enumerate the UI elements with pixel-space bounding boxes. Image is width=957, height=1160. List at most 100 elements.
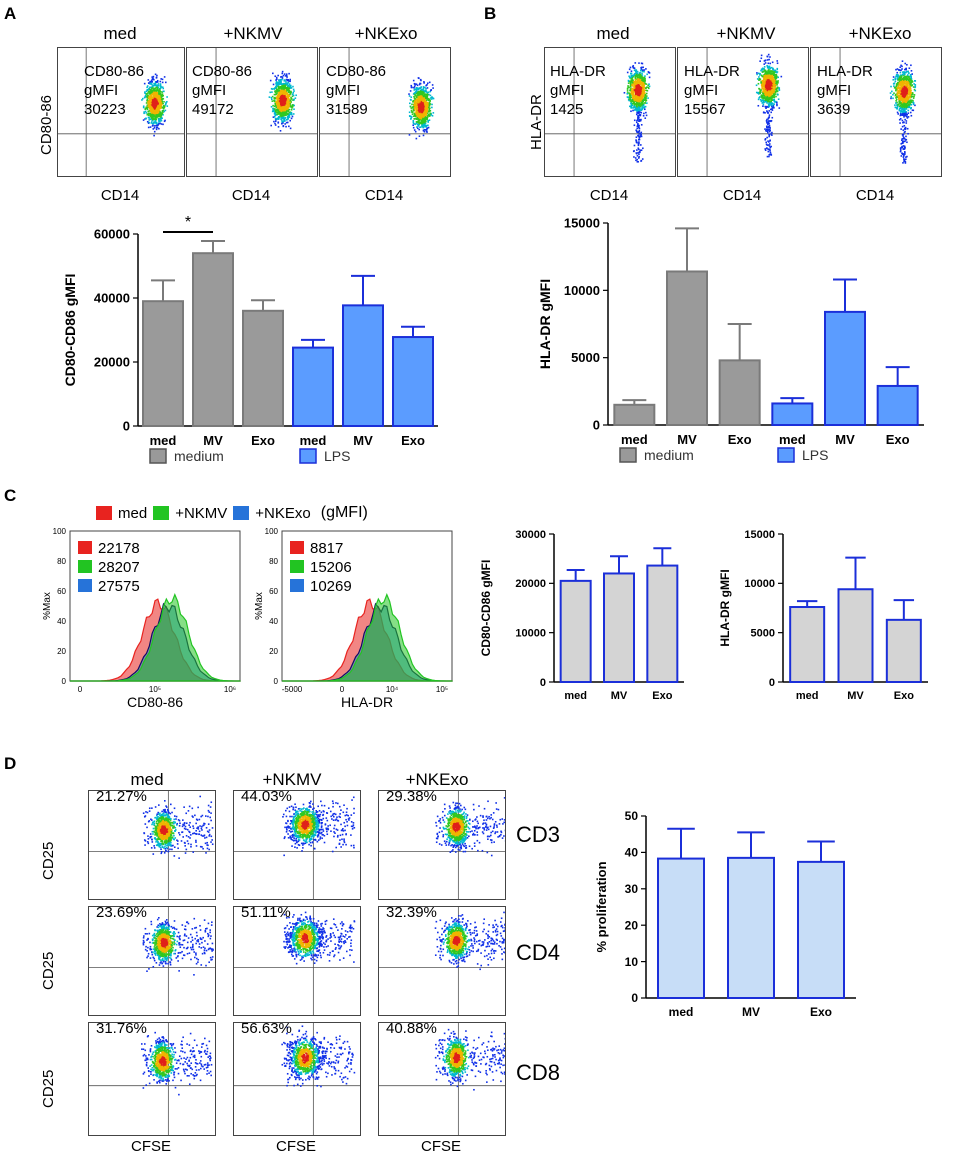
event-dot	[290, 101, 292, 103]
event-dot	[764, 148, 767, 150]
event-dot	[277, 90, 280, 92]
event-dot	[412, 93, 415, 95]
event-dot	[426, 91, 428, 94]
event-dot	[154, 119, 156, 122]
event-dot	[155, 81, 158, 83]
event-dot	[274, 108, 276, 111]
event-dot	[424, 99, 426, 101]
event-dot	[638, 104, 640, 107]
event-dot	[773, 96, 775, 98]
event-dot	[285, 98, 287, 101]
event-dot	[150, 106, 152, 109]
event-dot	[148, 101, 151, 104]
event-dot	[282, 94, 285, 97]
event-dot	[146, 113, 149, 116]
event-dot	[632, 91, 635, 94]
event-dot	[146, 85, 149, 87]
event-dot	[281, 91, 284, 93]
event-dot	[146, 106, 149, 108]
event-dot	[645, 111, 647, 114]
event-dot	[637, 85, 640, 87]
event-dot	[280, 78, 283, 81]
event-dot	[150, 115, 152, 118]
event-dot	[642, 66, 644, 69]
event-dot	[636, 110, 639, 112]
event-dot	[282, 74, 285, 77]
event-dot	[289, 92, 292, 95]
event-dot	[776, 89, 778, 91]
event-dot	[415, 110, 418, 113]
event-dot	[771, 70, 773, 73]
event-dot	[422, 87, 425, 90]
event-dot	[642, 100, 645, 103]
event-dot	[278, 98, 280, 101]
event-dot	[270, 105, 273, 108]
event-dot	[422, 115, 425, 118]
event-dot	[277, 81, 280, 84]
event-dot	[283, 111, 286, 113]
event-dot	[772, 89, 775, 92]
event-dot	[421, 94, 424, 97]
event-dot	[419, 109, 422, 112]
event-dot	[635, 106, 637, 109]
event-dot	[769, 91, 772, 94]
event-dot	[426, 105, 429, 108]
event-dot	[761, 84, 764, 87]
event-dot	[159, 80, 162, 83]
event-dot	[640, 135, 643, 138]
event-dot	[159, 92, 162, 95]
event-dot	[147, 101, 149, 104]
event-dot	[757, 82, 760, 85]
event-dot	[284, 84, 287, 87]
event-dot	[770, 145, 772, 148]
event-dot	[767, 148, 770, 151]
event-dot	[643, 86, 646, 89]
event-dot	[425, 106, 427, 109]
event-dot	[291, 95, 294, 98]
event-dot	[151, 83, 153, 86]
event-dot	[288, 72, 290, 75]
event-dot	[277, 116, 280, 119]
dot-plot-canvas	[545, 48, 675, 176]
event-dot	[630, 77, 632, 80]
event-dot	[765, 141, 768, 144]
event-dot	[278, 80, 281, 83]
event-dot	[414, 92, 417, 94]
event-dot	[773, 69, 775, 72]
event-dot	[274, 124, 277, 126]
event-dot	[636, 97, 638, 100]
event-dot	[275, 98, 278, 100]
event-dot	[276, 88, 279, 91]
event-dot	[776, 80, 779, 83]
event-dot	[630, 105, 632, 108]
y-tick-label: 60000	[94, 227, 130, 242]
event-dot	[633, 150, 635, 152]
event-dot	[276, 84, 279, 86]
event-dot	[903, 124, 906, 127]
event-dot	[422, 94, 424, 97]
event-dot	[151, 87, 153, 90]
event-dot	[157, 105, 160, 108]
event-dot	[155, 116, 157, 119]
event-dot	[638, 98, 640, 100]
event-dot	[421, 93, 423, 95]
event-dot	[145, 102, 148, 104]
event-dot	[768, 104, 770, 106]
event-dot	[644, 75, 646, 77]
event-dot	[638, 77, 641, 79]
event-dot	[161, 110, 164, 112]
event-dot	[634, 109, 637, 111]
event-dot	[423, 123, 426, 126]
event-dot	[273, 87, 275, 90]
event-dot	[426, 98, 429, 100]
event-dot	[775, 80, 777, 83]
event-dot	[767, 128, 769, 131]
event-dot	[422, 126, 425, 129]
event-dot	[423, 121, 426, 124]
event-dot	[640, 118, 642, 121]
event-dot	[148, 110, 150, 112]
event-dot	[427, 91, 430, 94]
event-dot	[636, 158, 638, 161]
event-dot	[274, 97, 277, 100]
event-dot	[778, 87, 781, 89]
